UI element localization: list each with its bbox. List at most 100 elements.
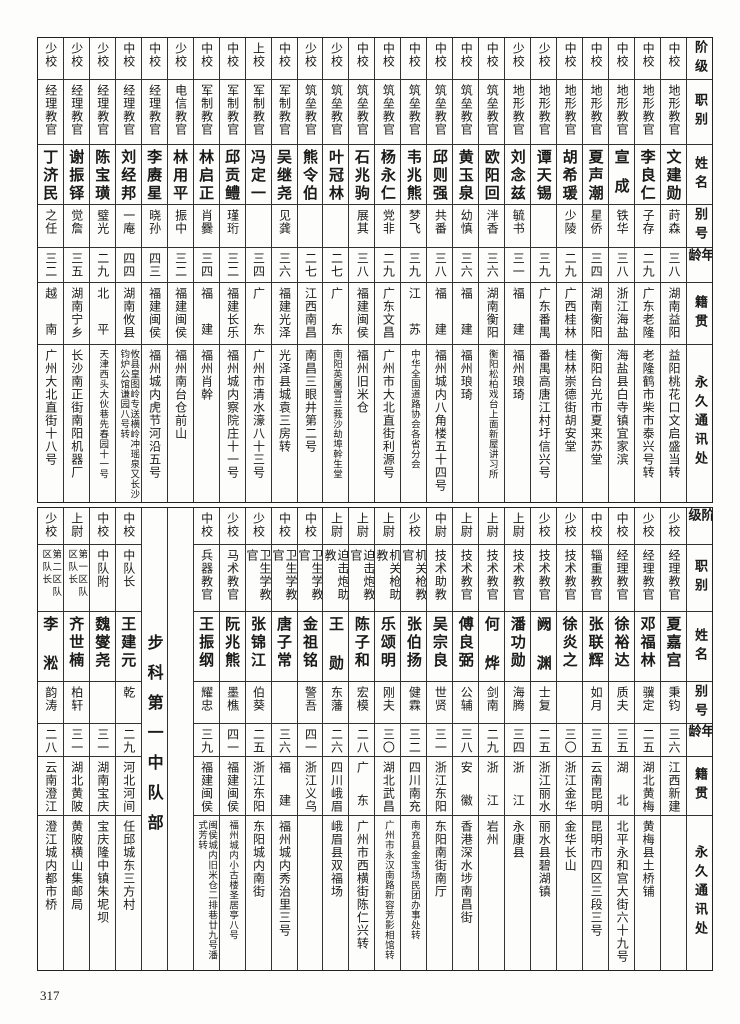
value-post: 经理教官 <box>121 84 136 136</box>
value-name: 徐裕达 <box>612 616 631 670</box>
cell-alias: 肖爨 <box>193 205 219 248</box>
header-cell-address: 永久通讯处 <box>687 816 712 968</box>
cell-age: 二七 <box>323 248 349 283</box>
value-post: 卫生学教官 <box>271 549 297 601</box>
cell-native: 河北河间 <box>115 757 141 816</box>
value-native: 广东文昌 <box>381 287 396 339</box>
value-alias: 世贤 <box>433 686 448 712</box>
cell-address: 闽侯城内旧米仓二排巷廿九号潘式芳转 <box>194 816 219 968</box>
cell-alias: 星侨 <box>583 205 609 248</box>
value-post: 地形教官 <box>667 84 682 136</box>
value-age: 二九 <box>381 252 396 278</box>
cell-alias: 骥定 <box>635 682 661 724</box>
cell-address: 任邱城东三方村 <box>116 816 141 968</box>
value-rank: 上尉 <box>381 512 396 538</box>
cell-native: 福建光泽 <box>271 283 297 345</box>
value-address: 广州市永汉南路新容芳影相馆转 <box>382 820 394 960</box>
value-native: 湖南益阳 <box>667 287 682 339</box>
value-age: 二九 <box>641 252 656 278</box>
cell-native: 福建闽侯 <box>167 283 193 345</box>
value-rank: 少校 <box>511 42 526 68</box>
cell-name: 张锦江 <box>245 612 271 682</box>
cell-native: 湖南攸县 <box>115 283 141 345</box>
cell-name: 冯定一 <box>245 145 271 205</box>
value-name: 欧阳回 <box>482 149 501 203</box>
cell-address: 岩州 <box>479 816 504 968</box>
value-native: 浙江 <box>511 761 526 807</box>
cell-rank: 少校 <box>323 38 349 80</box>
value-age: 三一 <box>69 728 84 754</box>
value-address: 南昌三眼井第二号 <box>303 349 318 453</box>
cell-native: 广东老隆 <box>635 283 661 345</box>
cell-post: 经理教官 <box>115 80 141 145</box>
cell-address: 东阳城内南街 <box>246 816 271 968</box>
cell-age: 二九 <box>89 248 115 283</box>
value-address: 闽侯城内旧米仓二排巷廿九号潘式芳转 <box>196 820 218 960</box>
cell-native: 湖南衡阳 <box>479 283 505 345</box>
person-column: 上尉 技术教官 傅良弼 公辅 三八 安徽 香港深水埗南昌街 <box>452 508 479 970</box>
cell-native: 广西桂林 <box>557 283 583 345</box>
cell-rank: 中校 <box>115 508 141 545</box>
cell-age: 二七 <box>297 248 323 283</box>
cell-native: 广东 <box>323 283 349 345</box>
cell-name: 阮兆熊 <box>219 612 245 682</box>
value-post: 迫击炮助教 <box>323 549 349 601</box>
value-post: 军制教官 <box>225 84 240 136</box>
cell-post: 地形教官 <box>635 80 661 145</box>
value-native: 湖南衡阳 <box>589 287 604 339</box>
cell-post: 机关枪教官 <box>401 545 427 612</box>
value-age: 三二 <box>43 252 58 278</box>
cell-age: 二五 <box>531 724 557 757</box>
cell-alias: 秉钧 <box>661 682 687 724</box>
value-address: 福州城内小古楼圣居亭八号 <box>227 820 239 940</box>
cell-age: 四四 <box>115 248 141 283</box>
value-address: 衡阳台光市夏来苏堂 <box>589 349 604 466</box>
cell-post: 马术教官 <box>219 545 245 612</box>
cell-rank: 少校 <box>505 38 531 80</box>
value-address: 攸县皇图岭专送横岭冲瑶泉又长沙钧炉公馆谦园八号转 <box>118 349 140 499</box>
value-native: 湖北 <box>615 761 630 807</box>
cell-rank: 少校 <box>661 508 687 545</box>
cell-native: 浙江义乌 <box>297 757 323 816</box>
cell-native: 福建 <box>453 283 479 345</box>
person-column: 少校 地形教官 刘念兹 毓书 三一 福建 福州琅琦 <box>504 38 531 502</box>
person-column: 少校 筑垒教官 熊令伯 二七 江西南昌 南昌三眼井第二号 <box>296 38 323 502</box>
cell-age: 三〇 <box>375 724 401 757</box>
person-column: 上校 军制教官 冯定一 三四 广东 广州市清水濠八十三号 <box>244 38 271 502</box>
value-native: 福建 <box>511 287 526 336</box>
person-column: 中校 中队长 王建元乾二九 河北河间 任邱城东三方村 <box>114 508 141 970</box>
cell-rank: 中校 <box>609 38 635 80</box>
value-name: 吴宗良 <box>430 616 449 670</box>
top-roster-table: 阶级 职别 姓名 别号 年龄 籍贯 永久通讯处 中校 地形教官 文建勋 莳森 三八 湖南益阳 益阳桃花口文… <box>37 37 713 503</box>
header-cell-post: 职别 <box>687 545 712 612</box>
person-column: 中校 经理教官 刘经邦 一庵 四四 湖南攸县 攸县皇图岭专送横岭冲瑶泉又长沙钧炉公馆谦园八号… <box>114 38 141 502</box>
person-column: 中校 兵器教官 王振纲 耀忠 三九 福建闽侯 闽侯城内旧米仓二排巷廿九号潘式芳转 <box>192 508 219 970</box>
header-label: 永久通讯处 <box>692 375 708 470</box>
cell-native: 福建 <box>505 283 531 345</box>
person-column: 上尉 迫击炮助教 王勋 东藩 二六 四川峨眉 峨眉县双福场 <box>322 508 349 970</box>
person-column: 中校 辎重教官 张联辉 如月 三五 云南昆明 昆明市四区三段三号 <box>582 508 609 970</box>
value-rank: 少校 <box>667 512 682 538</box>
cell-address: 衡阳松柏戏台上面新屋讲习所 <box>479 345 504 500</box>
person-column: 中校 军制教官 吴继尧 见龚 三六 福建光泽 光泽县城袁三房转 <box>270 38 297 502</box>
cell-rank: 少校 <box>635 508 661 545</box>
value-alias: 韵涛 <box>43 686 58 712</box>
cell-name: 林用平 <box>167 145 193 205</box>
cell-address: 老隆鹤市柴市泰兴号转 <box>635 345 660 500</box>
value-rank: 中校 <box>121 42 136 68</box>
value-age: 三〇 <box>381 728 396 754</box>
cell-native: 湖南衡阳 <box>583 283 609 345</box>
value-name: 宣成 <box>612 149 631 196</box>
person-column: 少校 筑垒教官 叶冠林 二七 广东 南阳英属雪兰莪沙劫埠幹生堂 <box>322 38 349 502</box>
cell-name: 齐世楠 <box>63 612 89 682</box>
value-rank: 中校 <box>589 42 604 68</box>
cell-alias: 世贤 <box>427 682 453 724</box>
cell-rank: 中校 <box>583 508 609 545</box>
cell-name: 夏嘉宫 <box>661 612 687 682</box>
cell-alias <box>531 205 557 248</box>
value-rank: 中校 <box>459 42 474 68</box>
cell-native: 湖南宝庆 <box>89 757 115 816</box>
cell-alias: 梦飞 <box>401 205 427 248</box>
value-age: 三六 <box>277 252 292 278</box>
cell-name: 文建勋 <box>661 145 687 205</box>
